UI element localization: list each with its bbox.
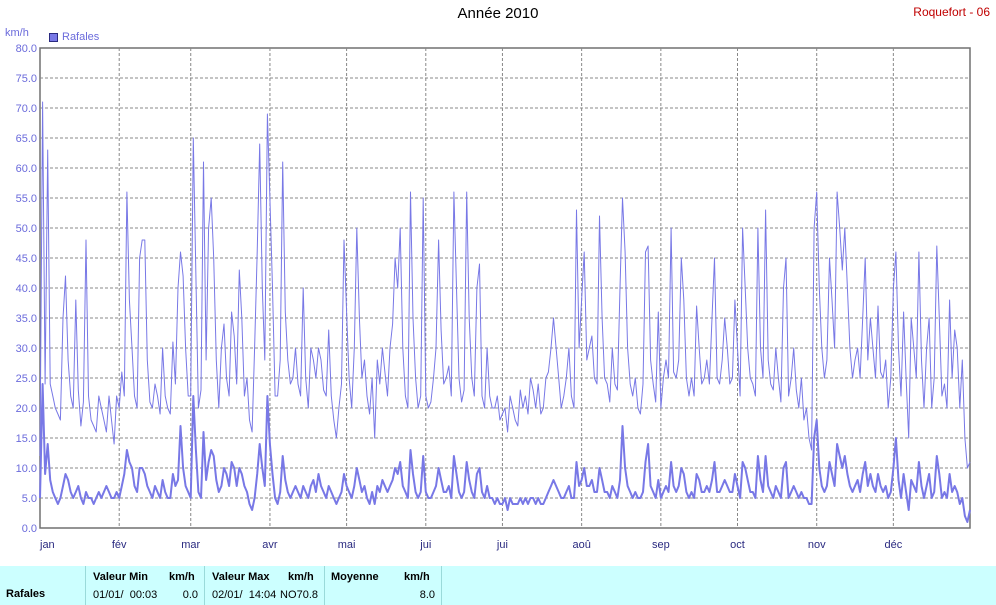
x-tick-label: jui [496, 539, 508, 551]
avg-header: Moyenne [331, 571, 379, 583]
x-tick-label: fév [112, 539, 127, 551]
x-tick-label: nov [808, 539, 826, 551]
x-tick-label: mai [338, 539, 356, 551]
min-unit: km/h [169, 571, 195, 583]
y-tick-label: 15.0 [16, 433, 37, 445]
series-line-max [39, 101, 971, 469]
avg-value: 8.0 [419, 589, 435, 601]
x-tick-label: déc [884, 539, 902, 551]
min-value: 0.0 [182, 589, 198, 601]
y-tick-label: 55.0 [16, 193, 37, 205]
max-value: 70.8 [296, 589, 318, 601]
x-tick-label: oct [730, 539, 745, 551]
chart-title: Année 2010 [457, 5, 539, 22]
x-tick-label: jan [39, 539, 55, 551]
y-axis-unit: km/h [5, 27, 29, 39]
x-tick-label: avr [262, 539, 278, 551]
y-tick-label: 50.0 [16, 223, 37, 235]
y-tick-label: 75.0 [16, 73, 37, 85]
y-tick-label: 20.0 [16, 403, 37, 415]
y-tick-label: 40.0 [16, 283, 37, 295]
max-direction: NO [280, 589, 297, 601]
series-line-avg [39, 383, 971, 523]
y-tick-label: 0.0 [22, 523, 37, 535]
y-tick-label: 65.0 [16, 133, 37, 145]
footer-series-name: Rafales [0, 566, 86, 605]
x-tick-label: sep [652, 539, 670, 551]
x-tick-label: aoû [572, 539, 590, 551]
y-tick-label: 70.0 [16, 103, 37, 115]
legend-swatch [49, 32, 58, 42]
y-tick-label: 25.0 [16, 373, 37, 385]
max-unit: km/h [288, 571, 314, 583]
min-header: Valeur Min [93, 571, 149, 583]
station-name: Roquefort - 06 [913, 5, 990, 19]
y-tick-label: 60.0 [16, 163, 37, 175]
avg-unit: km/h [404, 571, 430, 583]
max-header: Valeur Max [212, 571, 270, 583]
legend-label: Rafales [62, 31, 100, 43]
y-tick-label: 45.0 [16, 253, 37, 265]
stats-footer: Rafales Valeur Min km/h 01/01/ 00:03 0.0… [0, 566, 996, 605]
min-when: 01/01/ 00:03 [93, 589, 158, 601]
footer-min-cell: Valeur Min km/h 01/01/ 00:03 0.0 [86, 566, 205, 605]
x-tick-label: jui [419, 539, 431, 551]
footer-max-cell: Valeur Max km/h 02/01/ 14:04 NO 70.8 [205, 566, 325, 605]
x-tick-label: mar [181, 539, 200, 551]
y-tick-label: 80.0 [16, 43, 37, 55]
footer-avg-cell: Moyenne km/h 8.0 [325, 566, 442, 605]
y-tick-label: 35.0 [16, 313, 37, 325]
line-chart: 0.0 5.0 10.0 15.0 20.0 25.0 30.0 35.0 40.0 45.0 50… [16, 43, 971, 551]
max-when: 02/01/ 14:04 [212, 589, 277, 601]
y-tick-label: 5.0 [22, 493, 37, 505]
y-tick-label: 10.0 [16, 463, 37, 475]
y-tick-label: 30.0 [16, 343, 37, 355]
legend: Rafales [49, 31, 99, 43]
